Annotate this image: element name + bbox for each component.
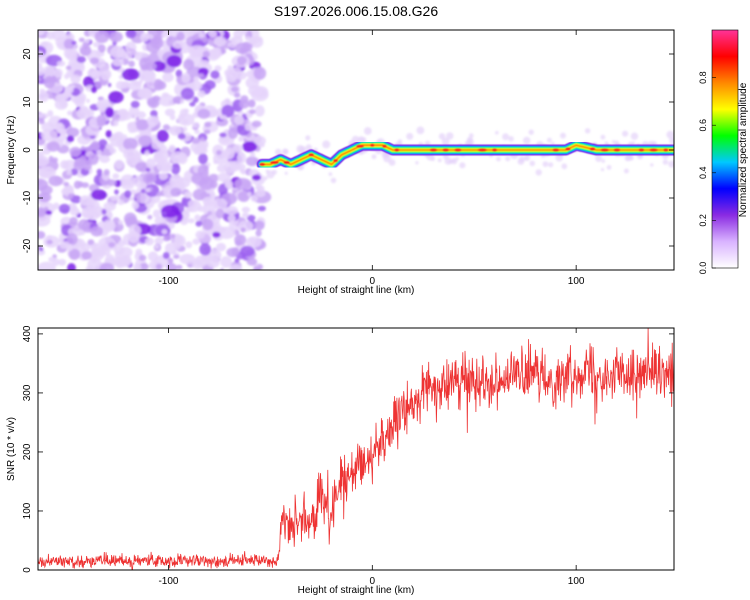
snr-ytick-label: 100 (22, 502, 33, 519)
snr-panel: -100 0 100 0 100 200 300 400 Height of straight… (6, 325, 675, 596)
snr-line (38, 328, 674, 570)
colorbar-tick-label: 0.0 (698, 262, 708, 275)
colorbar-label: Normalized spectral amplitude (738, 82, 749, 217)
spectrogram-xtick-label: -100 (158, 276, 178, 287)
colorbar: 0.0 0.2 0.4 0.6 0.8 Normalized spectral ampl… (698, 29, 749, 275)
snr-ylabel: SNR (10 * v/v) (6, 417, 17, 481)
spectrogram-xtick-label: 100 (568, 276, 585, 287)
snr-xtick-label: 0 (370, 576, 376, 587)
spectrogram-ytick-label: 0 (22, 147, 33, 153)
spectrogram-ytick-label: 20 (22, 48, 33, 60)
snr-xlabel: Height of straight line (km) (298, 585, 415, 596)
spectrogram-ylabel: Frequency (Hz) (6, 116, 17, 185)
spectrogram-ytick-label: -20 (22, 238, 33, 253)
spectrogram-xtick-label: 0 (370, 276, 376, 287)
colorbar-tick-label: 0.6 (698, 119, 708, 132)
snr-plot-frame (37, 327, 675, 571)
colorbar-tick-label: 0.8 (698, 71, 708, 84)
snr-ytick-label: 300 (22, 384, 33, 401)
snr-ytick-label: 400 (22, 325, 33, 342)
snr-xtick-label: -100 (158, 576, 178, 587)
snr-xtick-label: 100 (568, 576, 585, 587)
colorbar-tick-label: 0.2 (698, 214, 708, 227)
spectrogram-signal (256, 139, 674, 170)
spectrogram-ytick-label: -10 (22, 190, 33, 205)
snr-ytick-label: 0 (22, 567, 33, 573)
spectrogram-xlabel: Height of straight line (km) (298, 285, 415, 296)
spectrogram-noise (38, 30, 272, 270)
figure-title: S197.2026.006.15.08.G26 (274, 3, 438, 19)
colorbar-fill (711, 29, 739, 269)
snr-ytick-label: 200 (22, 443, 33, 460)
spectrogram-ytick-label: 10 (22, 96, 33, 108)
colorbar-tick-label: 0.4 (698, 167, 708, 180)
